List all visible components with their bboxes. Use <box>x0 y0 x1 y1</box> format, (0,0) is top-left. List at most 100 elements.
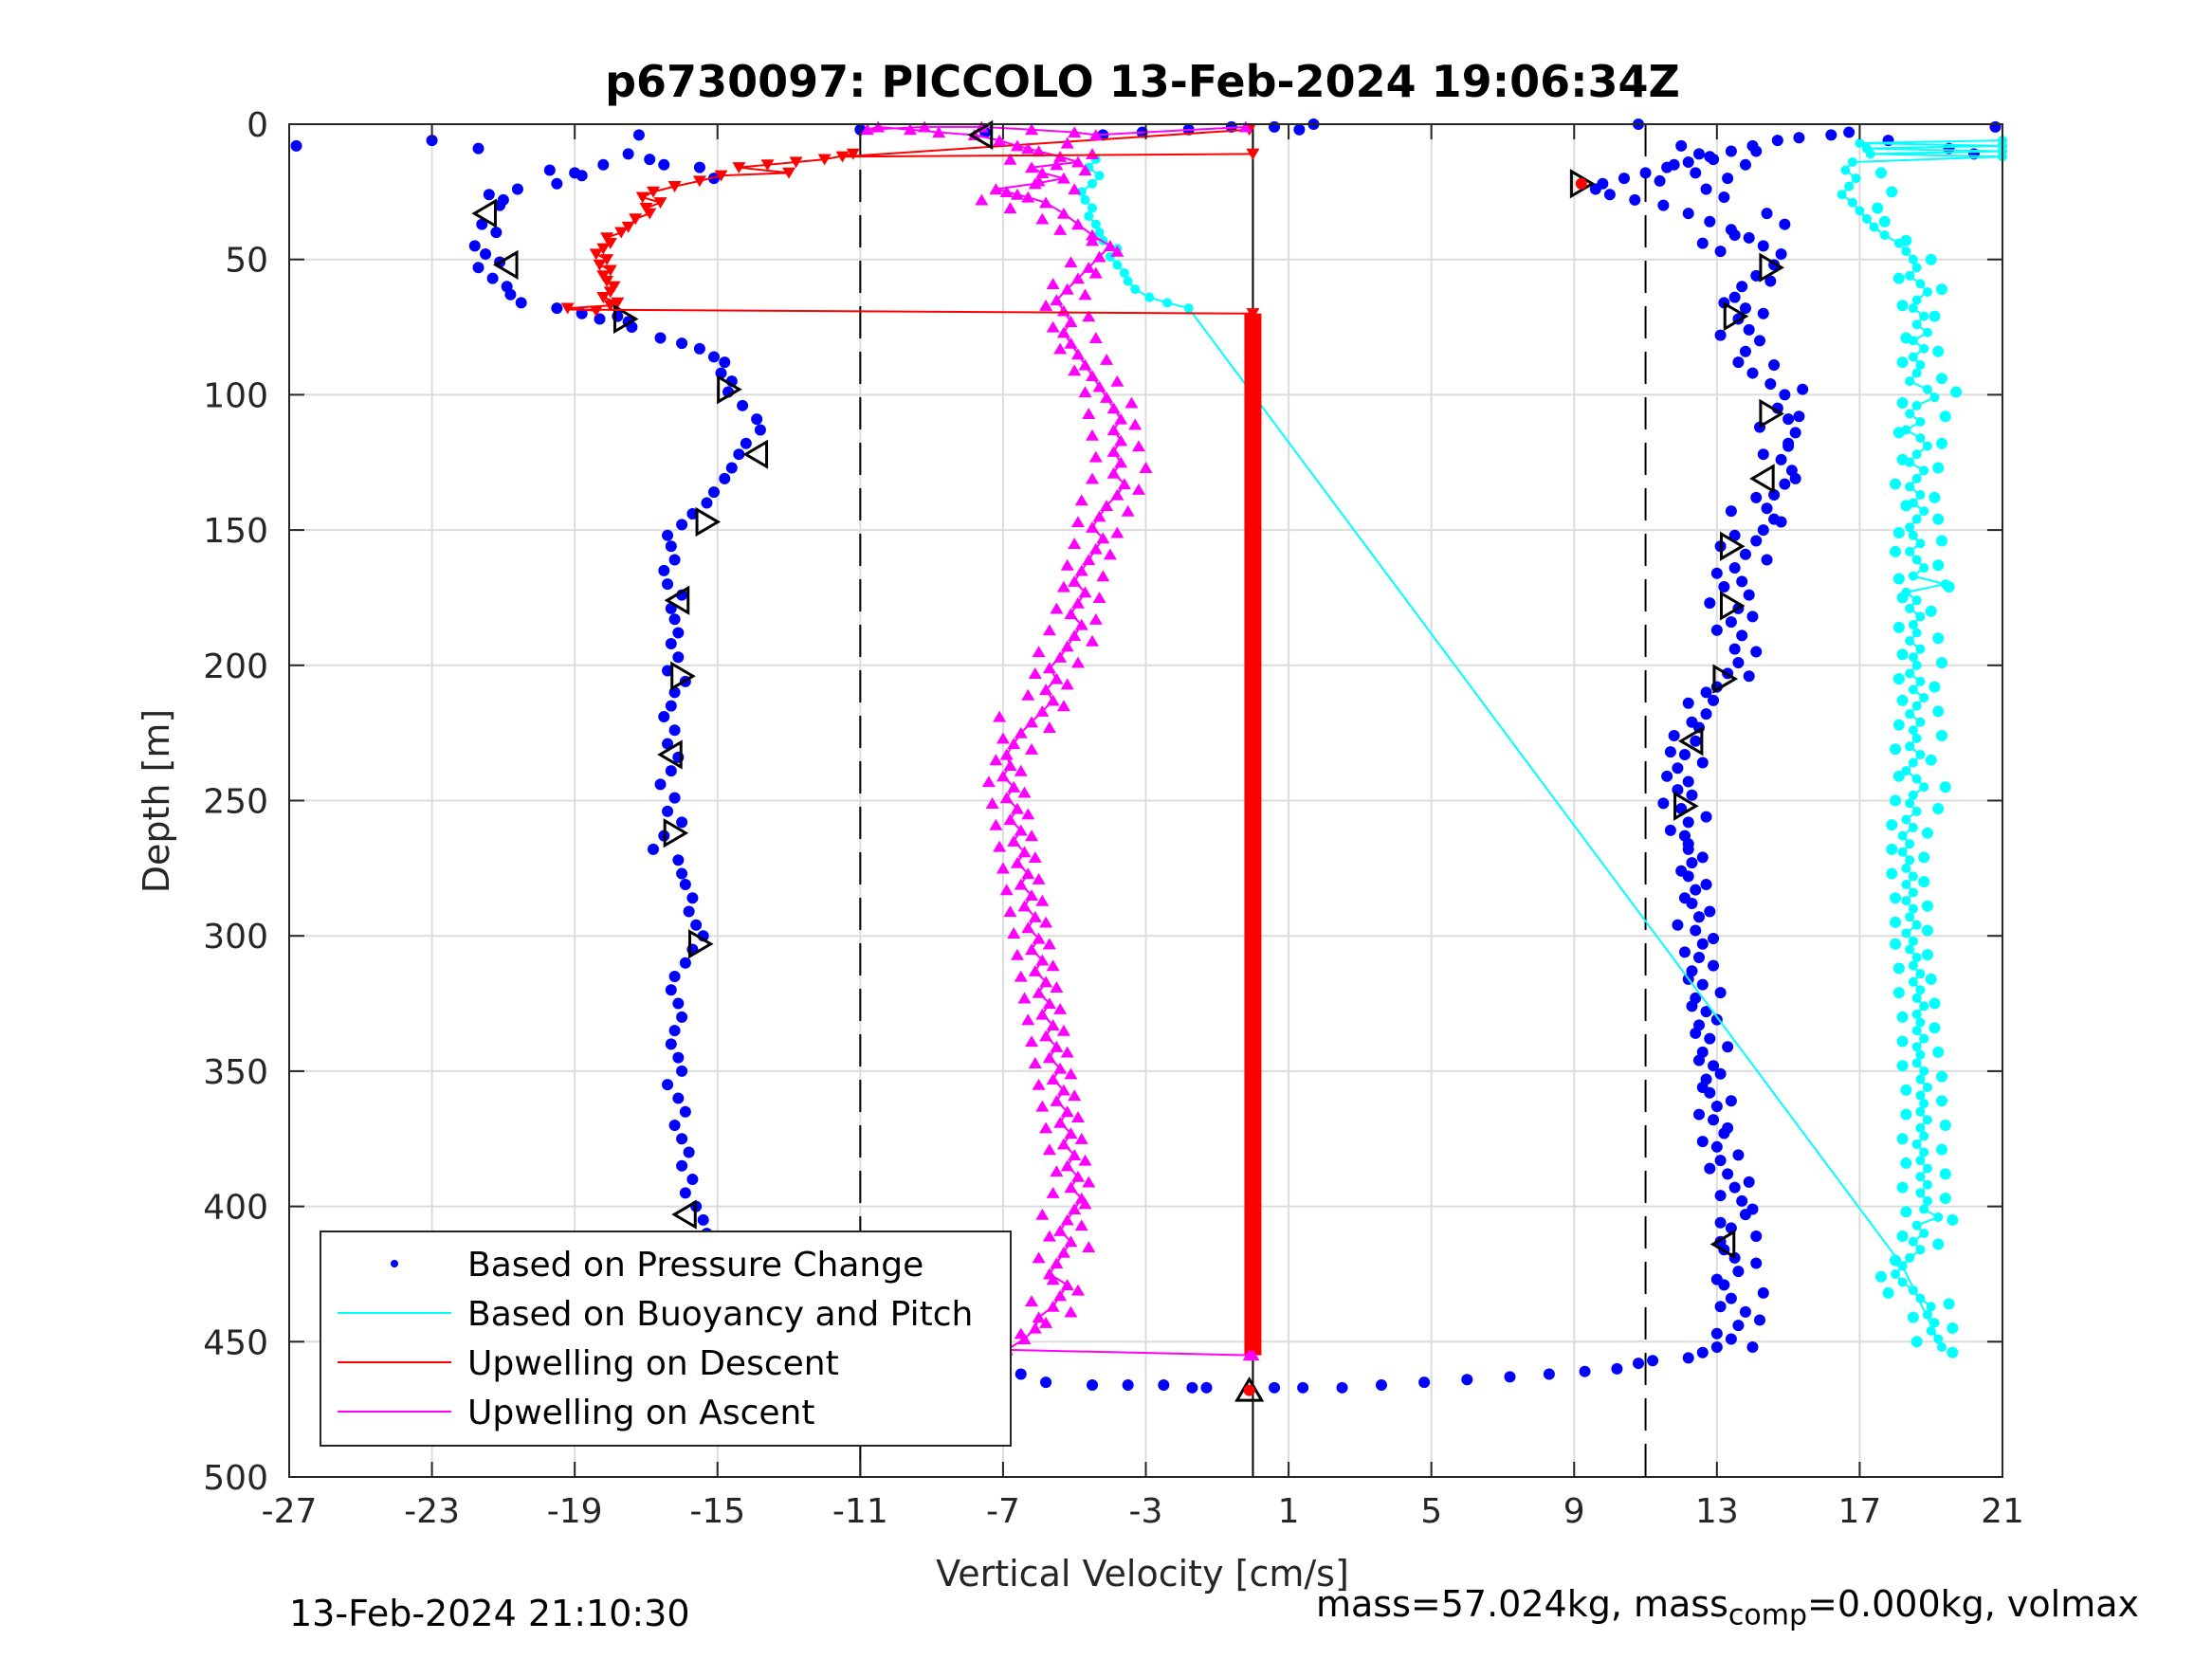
data-point <box>1064 256 1078 268</box>
data-point <box>1070 348 1085 360</box>
data-point <box>1064 608 1078 620</box>
data-point <box>1064 1235 1078 1248</box>
data-point <box>1736 629 1748 642</box>
data-point <box>1025 716 1039 728</box>
data-point <box>1088 266 1103 279</box>
data-point <box>676 1011 688 1023</box>
data-point <box>654 778 667 791</box>
data-point <box>719 472 731 484</box>
data-point <box>472 262 484 274</box>
data-point <box>1014 726 1028 738</box>
data-point <box>1764 377 1777 390</box>
data-point <box>1892 673 1905 685</box>
data-point <box>1918 851 1930 864</box>
data-point <box>1056 580 1070 592</box>
data-point <box>1915 416 1926 427</box>
data-point <box>1014 878 1028 890</box>
data-point <box>1757 307 1769 319</box>
data-point <box>1932 462 1945 474</box>
data-point <box>1936 1070 1948 1083</box>
data-point <box>1840 165 1851 175</box>
y-tick-label: 250 <box>203 783 268 822</box>
data-point <box>1757 448 1769 461</box>
data-point <box>1908 871 1918 882</box>
data-point <box>1892 987 1905 999</box>
data-point <box>672 997 685 1010</box>
data-point <box>1704 1162 1716 1175</box>
data-point <box>551 302 563 315</box>
data-point <box>1114 434 1128 447</box>
data-point <box>1900 1108 1912 1121</box>
data-point <box>1901 879 1911 889</box>
data-point <box>1754 1314 1766 1326</box>
data-point <box>1700 811 1712 823</box>
data-point <box>632 129 645 141</box>
data-point <box>1728 1181 1741 1194</box>
x-axis-label: Vertical Velocity [cm/s] <box>936 1553 1349 1595</box>
data-point <box>1905 668 1915 679</box>
data-point <box>1908 571 1918 581</box>
data-point <box>1932 513 1945 525</box>
data-point <box>1918 876 1930 888</box>
data-point <box>1039 196 1053 209</box>
data-point <box>1010 802 1024 814</box>
data-point <box>1696 938 1709 950</box>
data-point <box>1060 1105 1074 1118</box>
data-point <box>1919 693 1929 703</box>
open-triangle-marker <box>492 249 519 281</box>
data-point <box>725 462 738 474</box>
data-point <box>1750 646 1763 658</box>
data-point <box>665 637 677 649</box>
data-point <box>1025 123 1039 136</box>
data-point <box>1039 1317 1053 1328</box>
data-point <box>1010 856 1024 868</box>
data-point <box>975 193 989 206</box>
data-point <box>1797 383 1809 395</box>
data-point <box>643 208 657 220</box>
data-point <box>1017 786 1032 798</box>
data-point <box>1504 1371 1516 1383</box>
data-point <box>1915 985 1926 995</box>
data-point <box>1021 867 1035 880</box>
data-point <box>1678 946 1691 958</box>
data-point <box>662 805 674 817</box>
data-point <box>1092 592 1106 604</box>
data-point <box>1922 441 1932 451</box>
data-point <box>1693 148 1706 160</box>
data-point <box>1750 491 1763 503</box>
data-point <box>603 286 617 299</box>
data-point <box>1078 164 1092 176</box>
data-point <box>1010 188 1024 200</box>
data-point <box>1015 1368 1027 1380</box>
data-point <box>1128 418 1143 430</box>
data-point <box>1106 446 1121 457</box>
data-point <box>1082 554 1096 566</box>
data-point <box>1039 299 1053 311</box>
data-point <box>665 765 677 777</box>
data-point <box>679 1105 691 1118</box>
y-tick-label: 0 <box>247 106 268 145</box>
data-point <box>1130 284 1141 295</box>
data-point <box>1035 1008 1050 1020</box>
data-point <box>1892 526 1905 538</box>
data-point <box>1933 1212 1944 1223</box>
data-point <box>1003 905 1017 918</box>
data-point <box>1010 139 1024 152</box>
data-point <box>1092 380 1106 392</box>
data-point <box>1086 370 1100 382</box>
data-point <box>1915 969 1926 979</box>
data-point <box>1693 1108 1706 1121</box>
data-point <box>1110 526 1124 538</box>
data-point <box>1060 678 1074 690</box>
data-point <box>1672 919 1684 931</box>
data-point <box>1082 408 1096 419</box>
data-point <box>494 199 506 211</box>
data-point <box>1718 191 1730 204</box>
data-point <box>1070 155 1085 168</box>
data-point <box>1074 564 1088 576</box>
data-point <box>1603 189 1616 201</box>
data-point <box>1708 1114 1720 1126</box>
data-point <box>1844 181 1855 191</box>
data-point <box>1700 183 1712 195</box>
data-point <box>1064 1067 1078 1080</box>
